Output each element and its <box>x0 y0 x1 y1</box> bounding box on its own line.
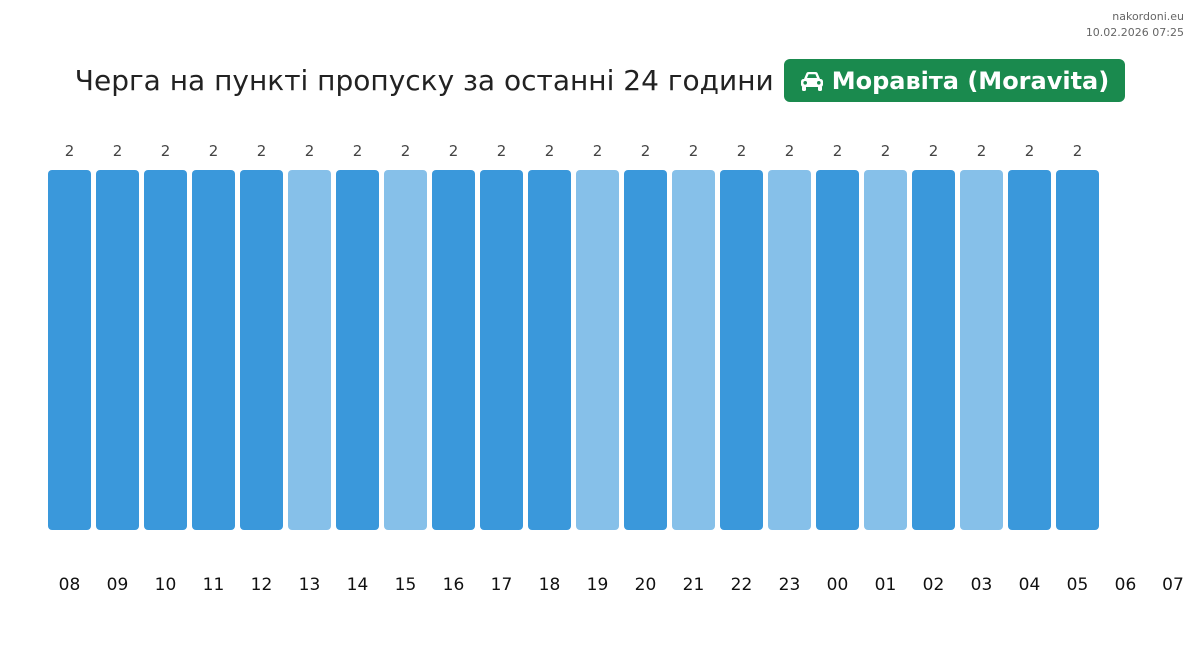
bar-10[interactable] <box>144 170 187 530</box>
chart-title: Черга на пункті пропуску за останні 24 г… <box>74 64 774 97</box>
bar-02[interactable] <box>912 170 955 530</box>
value-label-03: 2 <box>977 142 987 160</box>
bar-18[interactable] <box>528 170 571 530</box>
tick-label-06: 06 <box>1115 575 1137 595</box>
bar-13[interactable] <box>288 170 331 530</box>
bar-19[interactable] <box>576 170 619 530</box>
bar-00[interactable] <box>816 170 859 530</box>
bar-21[interactable] <box>672 170 715 530</box>
tick-label-11: 11 <box>203 575 225 595</box>
bar-04[interactable] <box>1008 170 1051 530</box>
value-label-23: 2 <box>785 142 795 160</box>
value-label-22: 2 <box>737 142 747 160</box>
bar-17[interactable] <box>480 170 523 530</box>
value-label-00: 2 <box>833 142 843 160</box>
value-label-10: 2 <box>161 142 171 160</box>
tick-label-19: 19 <box>587 575 609 595</box>
bar-12[interactable] <box>240 170 283 530</box>
site-info: nakordoni.eu 10.02.2026 07:25 <box>1086 9 1184 41</box>
tick-label-16: 16 <box>443 575 465 595</box>
value-label-20: 2 <box>641 142 651 160</box>
bar-01[interactable] <box>864 170 907 530</box>
value-label-17: 2 <box>497 142 507 160</box>
bar-08[interactable] <box>48 170 91 530</box>
tick-label-07: 07 <box>1162 575 1184 595</box>
crossing-name: Моравіта (Moravita) <box>831 66 1110 95</box>
value-label-15: 2 <box>401 142 411 160</box>
bar-22[interactable] <box>720 170 763 530</box>
title-row: Черга на пункті пропуску за останні 24 г… <box>0 59 1200 102</box>
bar-11[interactable] <box>192 170 235 530</box>
tick-label-20: 20 <box>635 575 657 595</box>
value-label-09: 2 <box>113 142 123 160</box>
tick-label-12: 12 <box>251 575 273 595</box>
value-label-18: 2 <box>545 142 555 160</box>
bar-14[interactable] <box>336 170 379 530</box>
bar-05[interactable] <box>1056 170 1099 530</box>
value-label-08: 2 <box>65 142 75 160</box>
tick-label-03: 03 <box>971 575 993 595</box>
bar-03[interactable] <box>960 170 1003 530</box>
tick-label-22: 22 <box>731 575 753 595</box>
tick-label-04: 04 <box>1019 575 1041 595</box>
tick-label-00: 00 <box>827 575 849 595</box>
tick-label-21: 21 <box>683 575 705 595</box>
value-label-13: 2 <box>305 142 315 160</box>
crossing-badge: Моравіта (Moravita) <box>783 59 1126 102</box>
tick-label-10: 10 <box>155 575 177 595</box>
tick-label-14: 14 <box>347 575 369 595</box>
bar-23[interactable] <box>768 170 811 530</box>
bar-20[interactable] <box>624 170 667 530</box>
bar-09[interactable] <box>96 170 139 530</box>
tick-label-18: 18 <box>539 575 561 595</box>
tick-label-13: 13 <box>299 575 321 595</box>
value-label-02: 2 <box>929 142 939 160</box>
value-label-05: 2 <box>1073 142 1083 160</box>
tick-label-15: 15 <box>395 575 417 595</box>
car-icon <box>798 69 826 93</box>
value-label-12: 2 <box>257 142 267 160</box>
tick-label-09: 09 <box>107 575 129 595</box>
site-name: nakordoni.eu <box>1112 10 1184 23</box>
tick-label-05: 05 <box>1067 575 1089 595</box>
value-label-21: 2 <box>689 142 699 160</box>
value-label-14: 2 <box>353 142 363 160</box>
value-label-16: 2 <box>449 142 459 160</box>
tick-label-08: 08 <box>59 575 81 595</box>
value-label-11: 2 <box>209 142 219 160</box>
value-label-19: 2 <box>593 142 603 160</box>
tick-label-01: 01 <box>875 575 897 595</box>
tick-label-23: 23 <box>779 575 801 595</box>
value-label-04: 2 <box>1025 142 1035 160</box>
value-label-01: 2 <box>881 142 891 160</box>
timestamp: 10.02.2026 07:25 <box>1085 26 1184 39</box>
bar-15[interactable] <box>384 170 427 530</box>
tick-label-02: 02 <box>923 575 945 595</box>
bar-16[interactable] <box>432 170 475 530</box>
tick-label-17: 17 <box>491 575 513 595</box>
